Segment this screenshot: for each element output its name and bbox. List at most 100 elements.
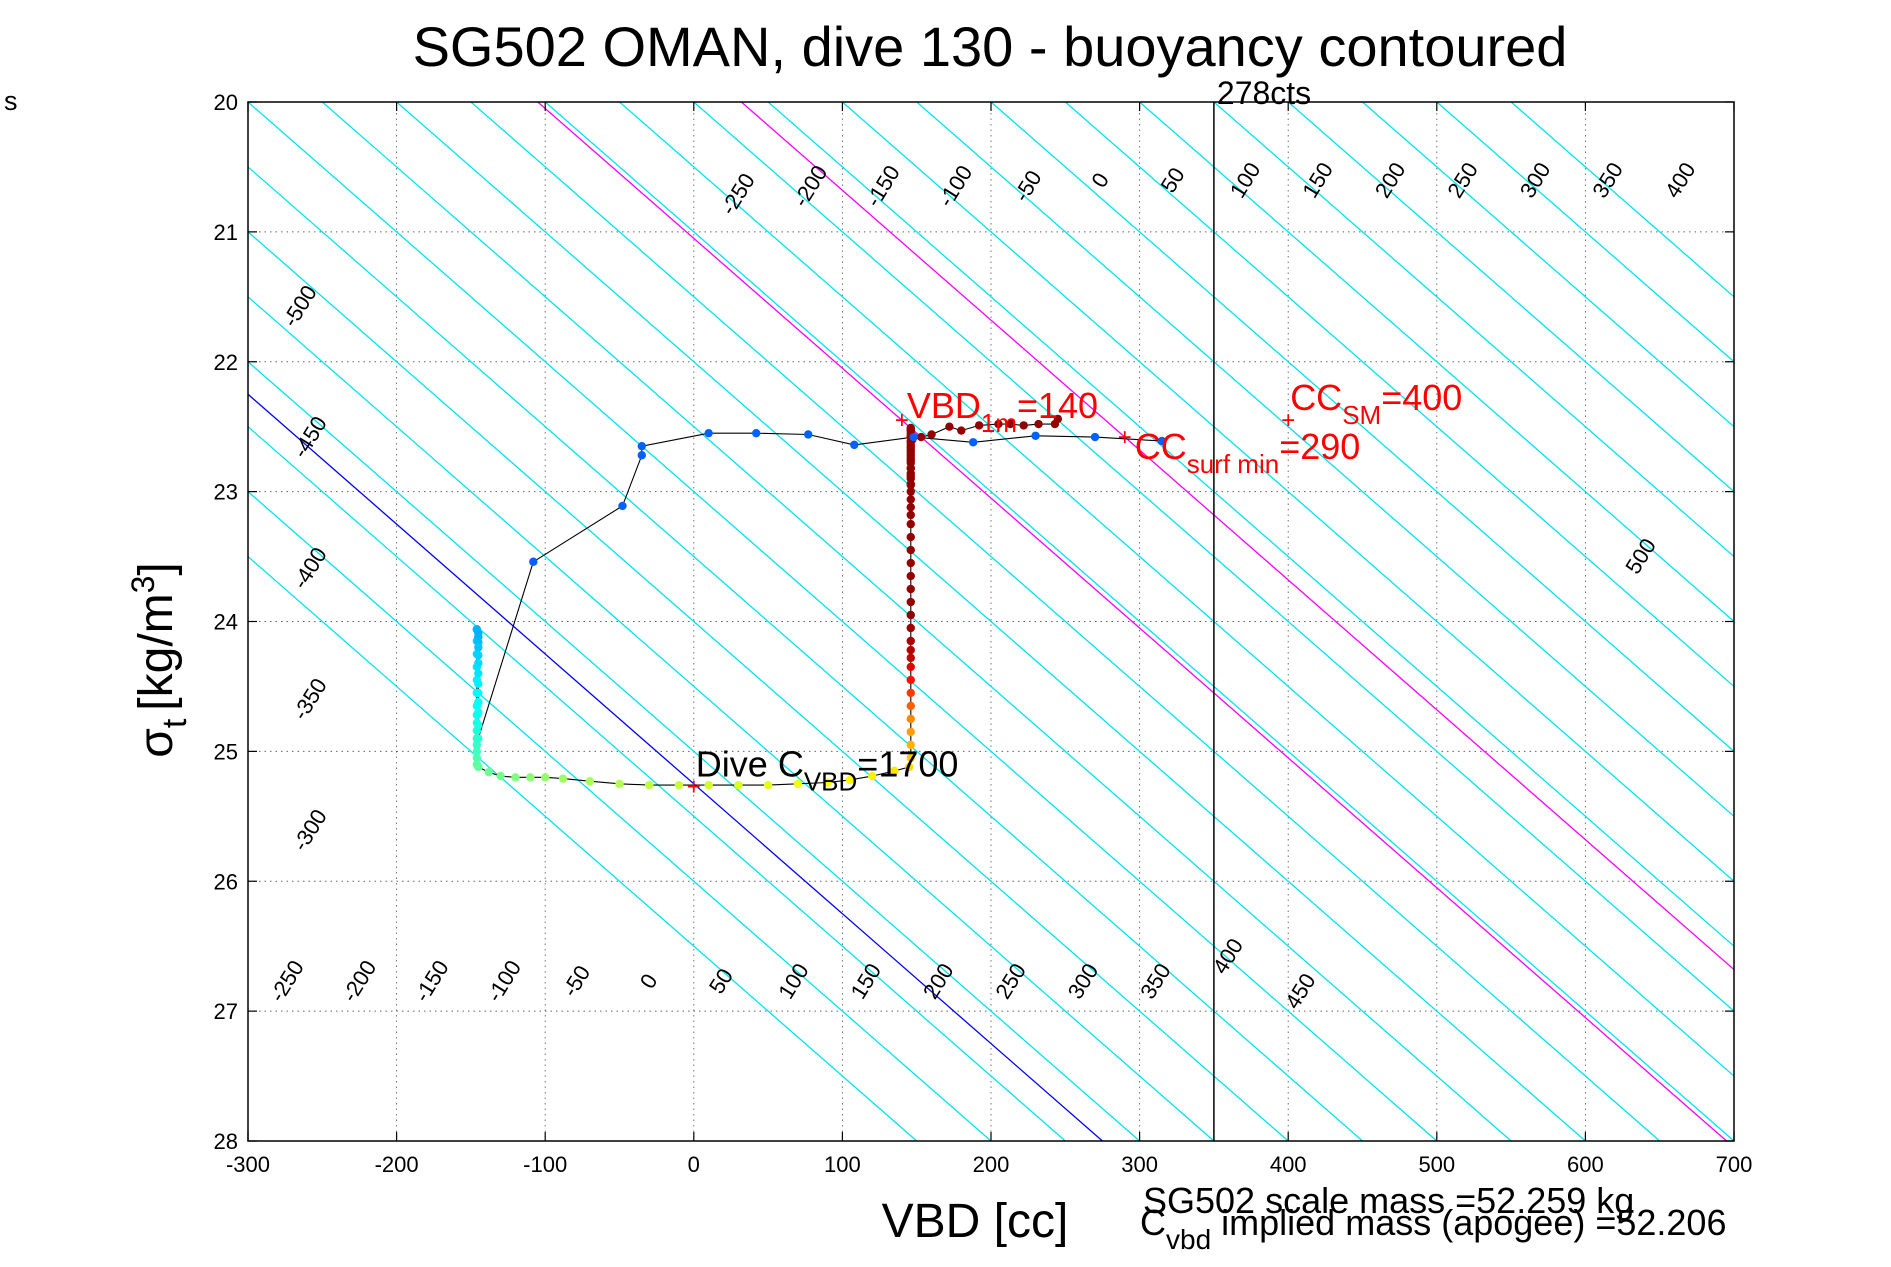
track-point-climb — [907, 585, 915, 593]
track-point-climb — [645, 781, 653, 789]
track-point-climb — [496, 772, 504, 780]
annotation-marker-cc-surf-min: + — [1118, 424, 1132, 451]
footer-implied-main: C — [1140, 1202, 1166, 1243]
track-point-climb — [907, 559, 915, 567]
track-point-climb — [526, 773, 534, 781]
track-point-dive — [474, 643, 482, 651]
track-point-dive — [704, 429, 712, 437]
y-axis-label-main: σ — [130, 728, 183, 758]
track-point-dive — [474, 689, 482, 697]
track-point-climb — [907, 654, 915, 662]
x-tick-label: -100 — [523, 1152, 567, 1177]
annotation-sub: SM — [1342, 400, 1381, 430]
track-point-climb — [907, 481, 915, 489]
y-tick-label: 26 — [214, 869, 238, 894]
track-point-climb — [907, 520, 915, 528]
chart-title: SG502 OMAN, dive 130 - buoyancy contoure… — [413, 15, 1568, 78]
track-point-climb — [541, 773, 549, 781]
track-point-dive — [638, 442, 646, 450]
track-point-dive — [474, 698, 482, 706]
annotation-main: VBD — [907, 385, 981, 426]
track-point-dive — [474, 708, 482, 716]
track-point-climb — [957, 426, 965, 434]
y-tick-label: 24 — [214, 610, 238, 635]
track-point-dive — [474, 734, 482, 742]
track-point-dive — [474, 669, 482, 677]
track-point-climb — [559, 774, 567, 782]
track-point-dive — [474, 651, 482, 659]
vertical-line-label: 278cts — [1217, 75, 1311, 111]
y-tick-label: 25 — [214, 739, 238, 764]
track-point-climb — [907, 611, 915, 619]
track-point-climb — [907, 676, 915, 684]
x-tick-label: 100 — [824, 1152, 861, 1177]
x-tick-label: 0 — [688, 1152, 700, 1177]
x-tick-label: 200 — [973, 1152, 1010, 1177]
y-axis-label-sup: 3 — [125, 576, 161, 594]
track-point-climb — [511, 773, 519, 781]
footer-implied-sub: vbd — [1166, 1224, 1211, 1255]
y-tick-label: 27 — [214, 999, 238, 1024]
stray-label: s — [4, 86, 18, 117]
x-tick-label: -200 — [375, 1152, 419, 1177]
track-point-climb — [907, 598, 915, 606]
track-point-climb — [907, 689, 915, 697]
annotation-main: Dive C — [696, 743, 804, 784]
annotation-sub: surf min — [1187, 449, 1279, 479]
track-point-dive — [910, 433, 918, 441]
annotation-value: =1700 — [857, 743, 958, 784]
track-point-climb — [586, 777, 594, 785]
track-point-climb — [907, 533, 915, 541]
track-point-dive — [474, 680, 482, 688]
x-tick-label: 300 — [1121, 1152, 1158, 1177]
y-axis-label-close: ] — [130, 562, 183, 575]
track-point-climb — [917, 433, 925, 441]
x-axis-label: VBD [cc] — [882, 1195, 1069, 1248]
track-point-climb — [907, 663, 915, 671]
track-point-climb — [907, 728, 915, 736]
track-point-climb — [907, 715, 915, 723]
track-point-climb — [907, 624, 915, 632]
track-point-climb — [907, 511, 915, 519]
x-tick-label: 500 — [1418, 1152, 1455, 1177]
y-tick-label: 22 — [214, 350, 238, 375]
x-tick-label: -300 — [226, 1152, 270, 1177]
track-point-dive — [752, 429, 760, 437]
track-point-dive — [804, 430, 812, 438]
annotation-main: CC — [1290, 377, 1342, 418]
track-point-climb — [485, 768, 493, 776]
track-point-climb — [907, 546, 915, 554]
y-tick-label: 28 — [214, 1129, 238, 1154]
track-point-dive — [850, 441, 858, 449]
track-point-climb — [907, 637, 915, 645]
x-tick-label: 600 — [1567, 1152, 1604, 1177]
y-axis-label-sub: t — [156, 718, 194, 728]
y-tick-label: 21 — [214, 220, 238, 245]
annotation-sub: VBD — [804, 766, 857, 796]
track-point-climb — [675, 781, 683, 789]
track-point-climb — [907, 503, 915, 511]
x-tick-label: 700 — [1716, 1152, 1753, 1177]
annotation-value: =400 — [1381, 377, 1462, 418]
track-point-climb — [907, 572, 915, 580]
track-point-dive — [638, 451, 646, 459]
track-point-dive — [474, 659, 482, 667]
track-point-dive — [529, 558, 537, 566]
track-point-dive — [618, 502, 626, 510]
track-point-climb — [907, 495, 915, 503]
footer-implied-rest: implied mass (apogee) =52.206 — [1211, 1202, 1726, 1243]
track-point-climb — [907, 702, 915, 710]
y-axis-label-unit: [kg/m — [130, 593, 183, 710]
annotation-main: CC — [1135, 426, 1187, 467]
y-tick-label: 23 — [214, 480, 238, 505]
track-point-climb — [615, 780, 623, 788]
annotation-value: =140 — [1017, 385, 1098, 426]
track-point-dive — [1091, 433, 1099, 441]
y-tick-label: 20 — [214, 90, 238, 115]
annotation-sub: 1m — [981, 408, 1017, 438]
x-tick-label: 400 — [1270, 1152, 1307, 1177]
track-point-climb — [474, 763, 482, 771]
track-point-climb — [927, 430, 935, 438]
